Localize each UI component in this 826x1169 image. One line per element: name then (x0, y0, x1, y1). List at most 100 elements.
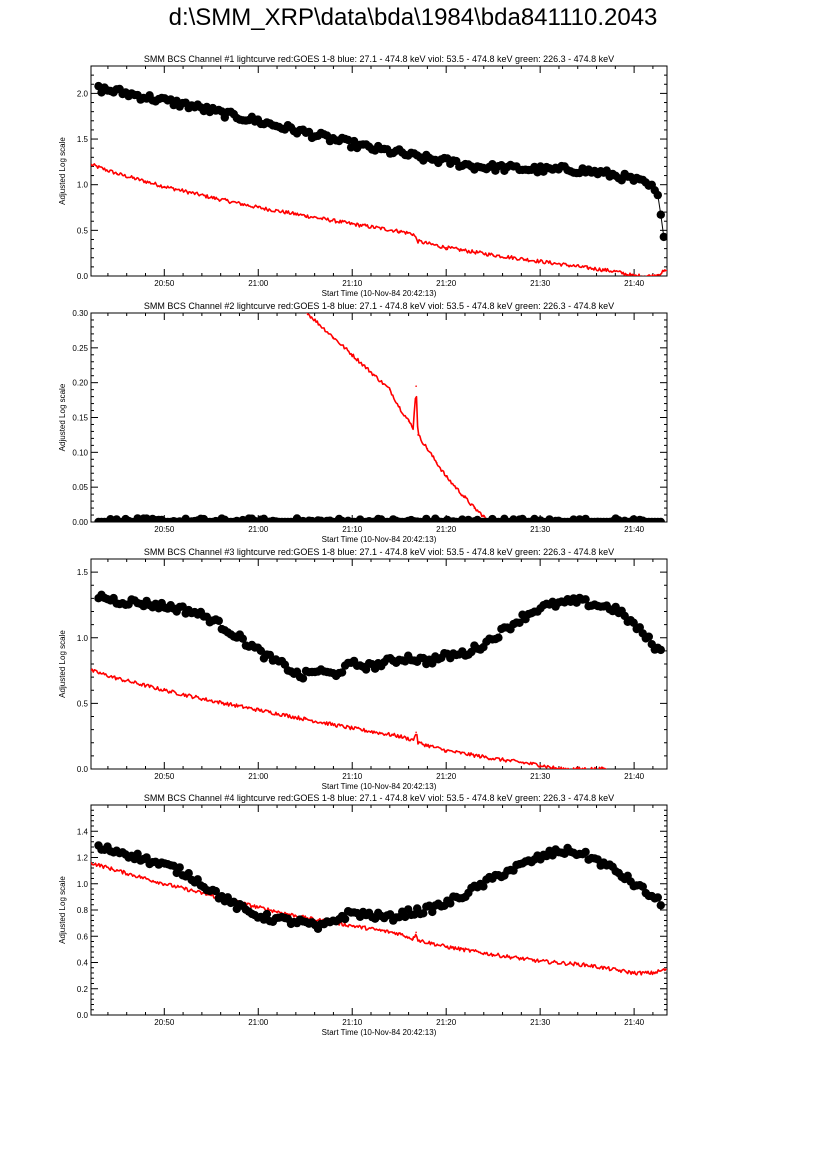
x-tick-label: 21:10 (342, 525, 363, 534)
goes-point (304, 718, 307, 720)
goes-point (586, 964, 588, 966)
goes-point (407, 420, 410, 422)
bcs-point (581, 847, 590, 857)
goes-point (445, 246, 447, 249)
goes-point (389, 388, 391, 391)
bcs-point (256, 646, 266, 655)
y-tick-label: 0.4 (77, 959, 89, 968)
goes-point (313, 319, 316, 321)
x-tick-label: 20:50 (154, 525, 175, 534)
y-tick-label: 0.5 (77, 226, 89, 235)
goes-point (539, 960, 541, 962)
bcs-point (446, 899, 455, 908)
bcs-point (494, 633, 503, 642)
x-tick-label: 21:20 (436, 525, 457, 534)
goes-point (417, 741, 419, 744)
goes-point (417, 434, 419, 436)
bcs-point (214, 616, 223, 625)
goes-point (492, 254, 494, 256)
goes-point (412, 938, 415, 940)
y-tick-label: 1.0 (77, 634, 89, 643)
goes-point (576, 768, 579, 769)
goes-point (633, 275, 635, 276)
x-tick-label: 21:40 (624, 1018, 645, 1027)
bcs-point (656, 901, 665, 910)
series-bcs-channel-3 (94, 590, 665, 683)
bcs-point (142, 853, 151, 862)
x-axis-label: Start Time (10-Nov-84 20:42:13) (322, 289, 437, 298)
series-goes-1-8 (91, 668, 607, 769)
x-axis-label: Start Time (10-Nov-84 20:42:13) (322, 1028, 437, 1037)
y-tick-label: 0.6 (77, 932, 89, 941)
bcs-point (298, 674, 308, 683)
goes-point (91, 861, 92, 864)
bcs-point (193, 875, 202, 884)
goes-point (91, 669, 92, 672)
x-tick-label: 21:10 (342, 279, 363, 288)
goes-point (454, 486, 457, 488)
goes-point (482, 515, 485, 518)
goes-point (257, 206, 260, 209)
chart-panel-3: SMM BCS Channel #3 lightcurve red:GOES 1… (58, 547, 668, 791)
goes-point (304, 214, 307, 217)
y-tick-label: 1.5 (77, 135, 89, 144)
bcs-point (340, 914, 350, 924)
y-axis-label: Adjusted Log scale (58, 876, 67, 944)
goes-point (473, 507, 476, 509)
bcs-point (659, 232, 667, 242)
goes-curve (91, 668, 606, 769)
x-axis-label: Start Time (10-Nov-84 20:42:13) (322, 782, 437, 791)
goes-point (558, 768, 560, 769)
goes-point (91, 163, 92, 166)
y-axis-label: Adjusted Log scale (58, 383, 67, 451)
x-tick-label: 21:20 (436, 1018, 457, 1027)
goes-point (351, 223, 354, 225)
chart-title: SMM BCS Channel #2 lightcurve red:GOES 1… (144, 301, 614, 311)
goes-point (163, 185, 166, 188)
y-tick-label: 0.0 (77, 765, 89, 774)
bcs-point (581, 595, 590, 604)
chart-panel-4: SMM BCS Channel #4 lightcurve red:GOES 1… (58, 793, 668, 1037)
y-tick-label: 0.25 (72, 344, 88, 353)
series-bcs-channel-1 (94, 81, 667, 242)
goes-point (417, 939, 419, 941)
goes-point (398, 230, 401, 233)
x-tick-label: 21:40 (624, 525, 645, 534)
goes-curve (91, 163, 667, 276)
x-tick-label: 21:20 (436, 772, 457, 781)
bcs-point (428, 907, 437, 917)
goes-point (116, 869, 119, 872)
x-tick-label: 21:30 (530, 525, 551, 534)
x-tick-label: 21:00 (248, 772, 269, 781)
goes-point (415, 931, 417, 934)
x-axis-label: Start Time (10-Nov-84 20:42:13) (322, 535, 437, 544)
y-tick-label: 0.10 (72, 448, 88, 457)
bcs-point (644, 632, 653, 641)
goes-curve (91, 862, 667, 976)
goes-point (163, 882, 166, 885)
x-tick-label: 21:40 (624, 772, 645, 781)
goes-point (633, 972, 635, 974)
bcs-point (638, 882, 647, 891)
x-tick-label: 20:50 (154, 772, 175, 781)
bcs-point (337, 668, 347, 677)
goes-point (492, 953, 494, 956)
series-goes-1-8 (306, 313, 516, 522)
goes-point (210, 196, 213, 199)
bcs-point (238, 634, 247, 643)
bcs-point (656, 645, 665, 655)
chart-panel-2: SMM BCS Channel #2 lightcurve red:GOES 1… (58, 301, 668, 544)
goes-point (417, 240, 419, 243)
goes-point (586, 266, 588, 269)
y-tick-label: 0.8 (77, 906, 89, 915)
bcs-point (656, 517, 665, 522)
goes-point (539, 260, 541, 263)
bcs-point (175, 863, 184, 872)
bcs-point (479, 882, 488, 891)
y-tick-label: 0.30 (72, 309, 88, 318)
goes-point (666, 968, 667, 970)
y-tick-label: 1.0 (77, 181, 89, 190)
goes-point (445, 945, 447, 948)
y-tick-label: 0.0 (77, 1011, 89, 1020)
x-tick-label: 20:50 (154, 279, 175, 288)
